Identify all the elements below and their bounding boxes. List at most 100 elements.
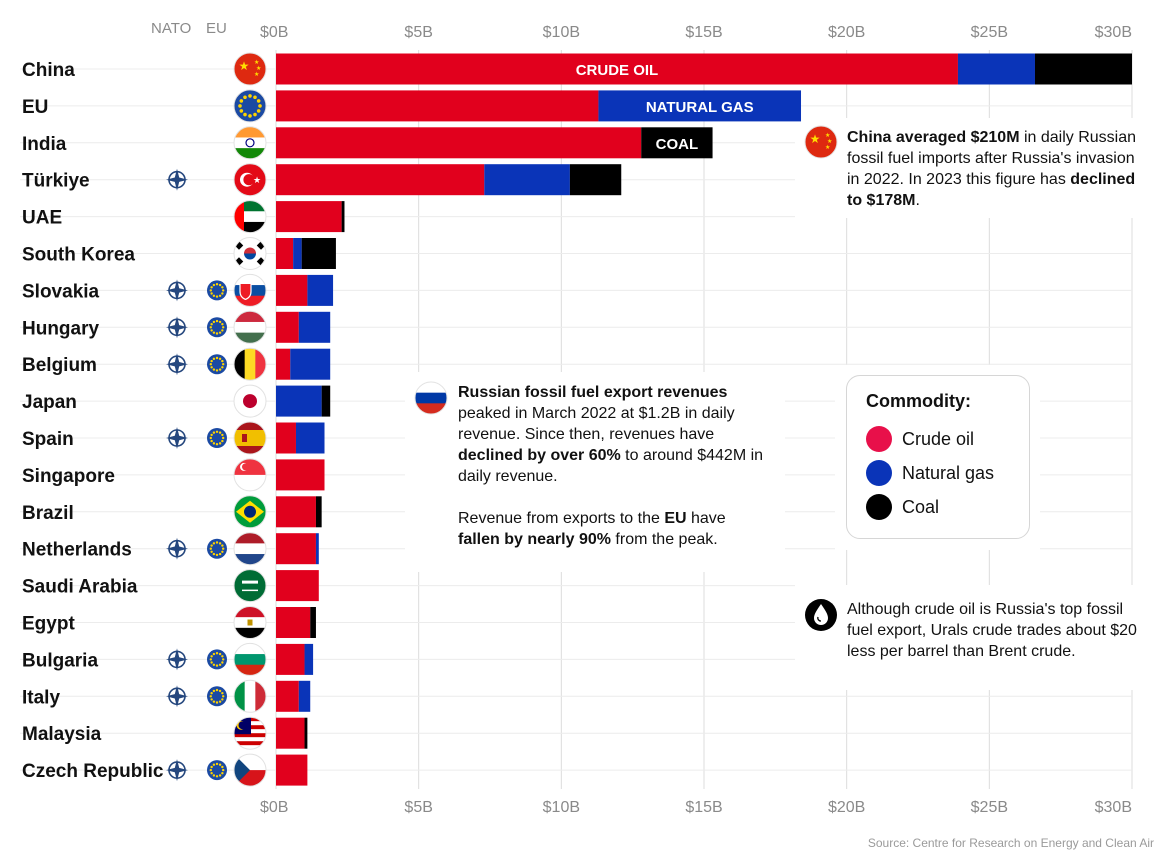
eu-icon: [207, 649, 227, 670]
nato-icon: [166, 168, 188, 191]
country-label: Bulgaria: [22, 650, 98, 671]
tick-label-top: $20B: [828, 24, 865, 41]
flag-netherlands: [233, 532, 267, 566]
russia-note-text-5: from the peak.: [610, 531, 718, 548]
flag-belgium: [233, 347, 267, 381]
svg-text:★: ★: [825, 132, 830, 139]
bar-natural-gas: [298, 680, 311, 712]
row-malaysia: Malaysia: [22, 716, 267, 750]
flag-spain: [233, 421, 267, 455]
bar-crude-oil: [276, 201, 342, 233]
russia-note-highlight-4: fallen by nearly 90%: [458, 531, 611, 548]
country-label: Saudi Arabia: [22, 577, 138, 598]
annotation-backdrop: [405, 372, 785, 572]
svg-text:★: ★: [253, 175, 261, 185]
bar-coal: [315, 496, 322, 528]
bar-crude-oil: [276, 570, 319, 602]
bar-crude-oil: [276, 311, 299, 343]
oil-drop-icon: [805, 599, 837, 631]
flag-t-rkiye: ★: [233, 163, 267, 197]
flag-india: [233, 126, 267, 160]
bar-natural-gas: [293, 238, 302, 269]
russia-note-text-3: Revenue from exports to the: [458, 510, 665, 527]
row-saudi-arabia: Saudi Arabia: [22, 569, 267, 603]
bar-natural-gas: [307, 274, 334, 306]
flag-brazil: [233, 495, 267, 529]
country-label: Netherlands: [22, 540, 132, 561]
bar-coal: [310, 607, 316, 638]
country-label: Singapore: [22, 466, 115, 487]
annotation-backdrop: [795, 118, 1155, 218]
row-india: India: [22, 126, 267, 160]
bar-crude-oil: [276, 53, 958, 85]
eu-icon: [207, 354, 227, 375]
eu-icon: [207, 538, 227, 559]
nato-icon: [166, 759, 188, 782]
nato-icon: [166, 353, 188, 376]
legend-swatch-crude-oil: [866, 426, 892, 452]
bar-crude-oil: [276, 717, 305, 749]
tick-label-bottom: $0B: [260, 799, 288, 816]
tick-label-bottom: $25B: [971, 799, 1008, 816]
bar-crude-oil: [276, 754, 308, 786]
row-slovakia: Slovakia: [22, 273, 267, 307]
bar-label: NATURAL GAS: [646, 99, 754, 116]
bar-coal: [1034, 53, 1132, 85]
bar-label: COAL: [656, 136, 699, 153]
row-egypt: Egypt: [22, 606, 267, 639]
legend-swatch-natural-gas: [866, 460, 892, 486]
bar-natural-gas: [598, 90, 802, 122]
legend-label-coal: Coal: [902, 497, 940, 517]
bar-crude-oil: [276, 422, 296, 454]
china-annotation: China averaged $210M in daily Russian fo…: [847, 127, 1147, 211]
bar-label: CRUDE OIL: [576, 62, 659, 79]
country-label: Egypt: [22, 614, 75, 635]
bar-coal: [321, 385, 331, 417]
tick-label-top: $5B: [404, 24, 432, 41]
nato-column-header: NATO: [151, 20, 192, 37]
bar-crude-oil: [276, 607, 311, 638]
tick-label-bottom: $10B: [543, 799, 580, 816]
country-label: Hungary: [22, 318, 100, 339]
row-singapore: Singapore: [22, 458, 267, 492]
nato-icon: [166, 316, 188, 339]
flag-japan: [233, 384, 267, 418]
china-note-end: .: [915, 192, 920, 209]
country-label: Spain: [22, 429, 74, 450]
eu-column-header: EU: [206, 20, 227, 37]
bar-crude-oil: [276, 348, 291, 380]
x-axis-ticks: $0B $0B $5B $5B $10B $10B $15B $15B $20B $20B $25B…: [260, 24, 1132, 816]
flag-czech-republic: [233, 753, 267, 787]
russia-note-highlight: Russian fossil fuel export revenues: [458, 384, 728, 401]
flag-italy: [233, 679, 267, 713]
row-south-korea: South Korea: [22, 237, 267, 270]
flag-south-korea: [233, 237, 267, 270]
row-italy: Italy: [22, 679, 267, 713]
country-label: South Korea: [22, 245, 135, 266]
row-czech-republic: Czech Republic: [22, 753, 267, 787]
flag-bulgaria: [233, 642, 267, 676]
row-hungary: Hungary: [22, 310, 267, 344]
legend-label-crude-oil: Crude oil: [902, 429, 975, 449]
bar-coal: [341, 201, 345, 233]
country-label: China: [22, 60, 75, 81]
row-belgium: Belgium: [22, 347, 267, 381]
bar-coal: [641, 127, 713, 159]
row-bulgaria: Bulgaria: [22, 642, 267, 676]
russia-note-text: peaked in March 2022 at $1.2B in daily r…: [458, 405, 735, 443]
crude-oil-annotation: Although crude oil is Russia's top fossi…: [847, 601, 1137, 660]
tick-label-bottom: $20B: [828, 799, 865, 816]
flag-china: ★ ★★★: [233, 52, 267, 86]
nato-icon: [166, 279, 188, 302]
bar-natural-gas: [957, 53, 1035, 85]
svg-text:★: ★: [825, 144, 830, 151]
legend-title: Commodity:: [866, 391, 971, 411]
bar-crude-oil: [276, 680, 299, 712]
svg-text:★: ★: [827, 138, 832, 145]
country-label: Italy: [22, 687, 60, 708]
row-eu: EU: [22, 89, 267, 123]
tick-label-top: $30B: [1095, 24, 1132, 41]
nato-icon: [166, 648, 188, 671]
bar-crude-oil: [276, 533, 316, 565]
